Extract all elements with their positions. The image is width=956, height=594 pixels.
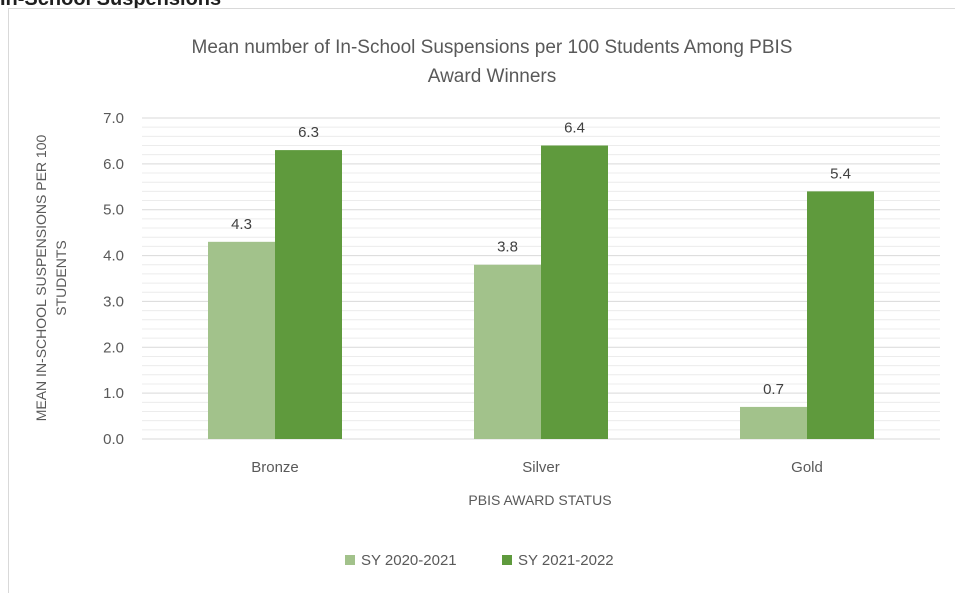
chart-frame [8,8,955,593]
y-tick-label: 3.0 [103,293,124,310]
y-axis-title: MEAN IN-SCHOOL SUSPENSIONS PER 100 STUDE… [33,135,69,422]
data-labels: 4.3 6.3 3.8 6.4 0.7 5.4 [231,120,851,398]
bar-bronze-series-2 [275,150,342,439]
y-tick-label: 6.0 [103,156,124,173]
legend-label: SY 2021-2022 [518,552,614,569]
y-tick-label: 4.0 [103,248,124,265]
legend-swatch [345,555,355,565]
x-tick-label: Bronze [251,459,299,476]
data-label: 0.7 [763,381,784,398]
data-label: 6.3 [298,124,319,141]
y-tick-label: 1.0 [103,385,124,402]
data-label: 6.4 [564,120,585,137]
chart-title-line-1: Mean number of In-School Suspensions per… [192,37,793,58]
x-axis-title: PBIS AWARD STATUS [468,492,611,508]
chart-title: Mean number of In-School Suspensions per… [192,37,793,87]
bar-gold-series-2 [807,191,874,439]
bar-gold-series-1 [740,406,807,439]
y-tick-label: 5.0 [103,202,124,219]
x-tick-label: Silver [522,459,560,476]
y-tick-label: 7.0 [103,110,124,127]
y-axis-title-line-1: MEAN IN-SCHOOL SUSPENSIONS PER 100 [33,135,49,422]
bars [208,145,874,439]
y-axis-ticks: 0.0 1.0 2.0 3.0 4.0 5.0 6.0 7.0 [103,110,124,448]
y-tick-label: 2.0 [103,339,124,356]
legend-swatch [502,555,512,565]
legend: SY 2020-2021 SY 2021-2022 [345,552,614,569]
x-tick-label: Gold [791,459,823,476]
bar-silver-series-2 [541,145,608,439]
data-label: 4.3 [231,216,252,233]
bar-bronze-series-1 [208,241,275,439]
bar-silver-series-1 [474,264,541,439]
section-heading: In-School Suspensions [0,0,221,11]
x-axis-ticks: Bronze Silver Gold [251,459,823,476]
y-axis-title-line-2: STUDENTS [53,240,69,315]
legend-label: SY 2020-2021 [361,552,457,569]
y-tick-label: 0.0 [103,431,124,448]
data-label: 5.4 [830,165,851,182]
chart-title-line-2: Award Winners [428,66,556,87]
data-label: 3.8 [497,239,518,256]
